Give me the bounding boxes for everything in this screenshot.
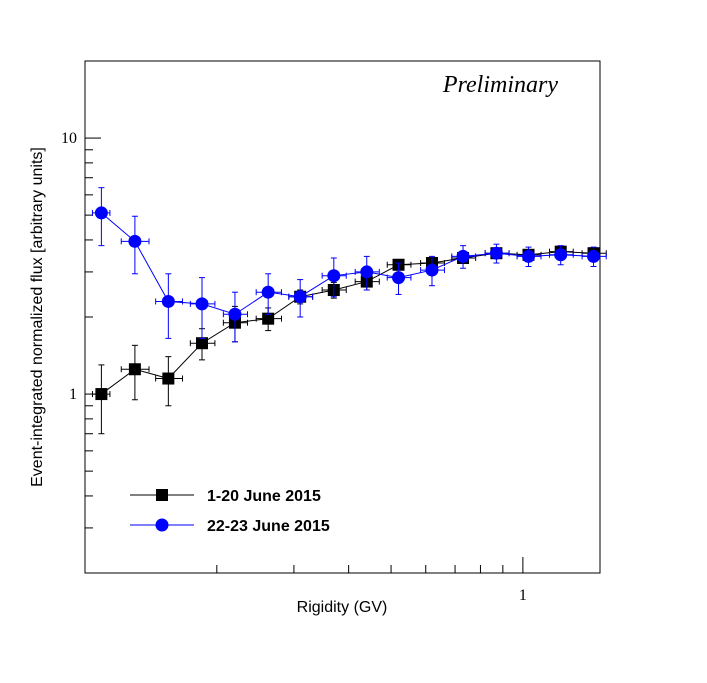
preliminary-annotation: Preliminary	[442, 72, 558, 98]
data-point	[489, 246, 503, 260]
data-point	[128, 363, 141, 376]
series-line	[101, 212, 594, 315]
data-point	[261, 285, 275, 299]
y-axis-title: Event-integrated normalized flux [arbitr…	[29, 147, 46, 487]
legend-label-series-1: 1-20 June 2015	[207, 488, 321, 505]
legend-marker-series-2	[155, 518, 169, 532]
legend-entry-series-2: 22-23 June 2015	[130, 518, 330, 535]
x-axis-title: Rigidity (GV)	[297, 599, 388, 616]
data-point	[360, 265, 374, 279]
plot-area	[91, 187, 607, 435]
data-point	[587, 249, 601, 263]
data-point	[128, 234, 142, 248]
data-point	[161, 294, 175, 308]
legend-label-series-2: 22-23 June 2015	[207, 518, 330, 535]
y-tick-label: 1	[69, 386, 77, 403]
legend: 1-20 June 2015 22-23 June 2015	[130, 488, 330, 535]
x-axis-tick-labels: 1	[519, 587, 527, 604]
data-point	[162, 372, 175, 385]
series-line	[101, 251, 594, 395]
x-tick-label: 1	[519, 587, 527, 604]
data-point	[456, 249, 470, 263]
data-point	[554, 248, 568, 262]
data-point	[228, 307, 242, 321]
data-point	[195, 297, 209, 311]
data-point	[293, 290, 307, 304]
data-point	[95, 388, 108, 401]
data-point	[522, 249, 536, 263]
y-tick-label: 10	[61, 130, 77, 147]
x-axis-ticks	[84, 557, 524, 573]
data-point	[327, 269, 341, 283]
legend-marker-series-1	[156, 489, 168, 501]
data-point	[195, 337, 208, 350]
data-point	[425, 263, 439, 277]
series-2	[91, 187, 607, 343]
data-point	[94, 206, 108, 220]
legend-entry-series-1: 1-20 June 2015	[130, 488, 321, 505]
y-axis-tick-labels: 1 10	[61, 130, 77, 403]
data-point	[392, 271, 406, 285]
data-point	[262, 312, 275, 325]
